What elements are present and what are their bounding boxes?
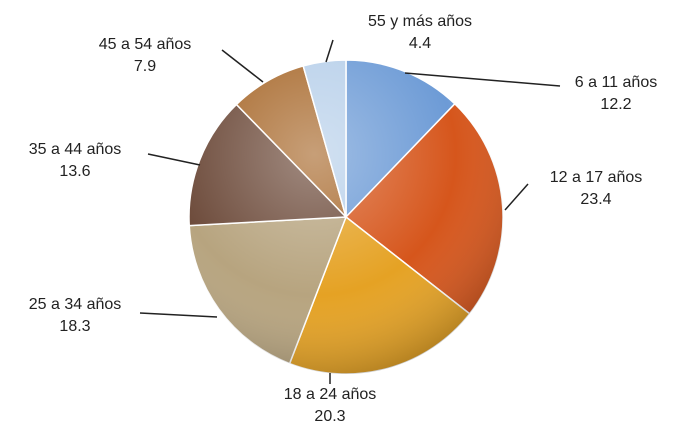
slice-value: 18.3 xyxy=(59,318,90,335)
slice-label: 55 y más años xyxy=(368,13,472,30)
slice-value: 13.6 xyxy=(59,163,90,180)
leader-line xyxy=(404,72,561,87)
leader-line xyxy=(325,39,334,63)
slice-value: 23.4 xyxy=(580,191,611,208)
slice-label: 35 a 44 años xyxy=(29,141,122,158)
slice-value: 4.4 xyxy=(409,35,431,52)
slice-label: 6 a 11 años xyxy=(575,74,657,91)
leader-line xyxy=(504,183,529,211)
leader-line xyxy=(147,153,201,166)
slice-value: 20.3 xyxy=(314,408,345,425)
slice-label: 18 a 24 años xyxy=(284,386,377,403)
leader-line xyxy=(139,312,218,318)
slice-label: 12 a 17 años xyxy=(550,169,643,186)
slice-label: 45 a 54 años xyxy=(99,36,192,53)
slice-value: 12.2 xyxy=(600,96,631,113)
slice-label: 25 a 34 años xyxy=(29,296,122,313)
leader-line xyxy=(221,49,264,83)
slice-value: 7.9 xyxy=(134,58,156,75)
